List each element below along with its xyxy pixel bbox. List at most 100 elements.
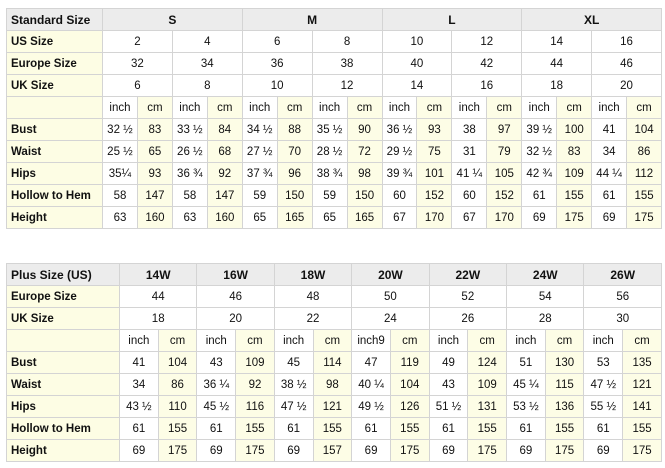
measure-cell: 38 ½: [273, 373, 314, 396]
unit-cell: cm: [626, 96, 662, 119]
row-label: Waist: [6, 140, 103, 163]
measure-cell: 38: [451, 118, 488, 141]
measure-cell: 104: [389, 373, 430, 396]
unit-cell: cm: [486, 96, 523, 119]
measure-cell: 27 ½: [241, 140, 278, 163]
unit-cell: cm: [416, 96, 453, 119]
measure-cell: 92: [206, 162, 243, 185]
measure-cell: 93: [136, 162, 173, 185]
measure-cell: 51: [506, 351, 546, 374]
unit-cell: inch: [451, 96, 488, 119]
size-cell: 32: [102, 52, 173, 75]
size-cell: 30: [583, 307, 662, 330]
measure-cell: 110: [157, 395, 198, 418]
size-cell: 22: [273, 307, 353, 330]
measure-cell: 69: [428, 439, 469, 462]
measure-cell: 150: [346, 184, 383, 207]
size-cell: 18: [118, 307, 198, 330]
measure-cell: 63: [102, 206, 138, 229]
measure-cell: 31: [451, 140, 488, 163]
measure-cell: 45 ¼: [506, 373, 546, 396]
unit-cell: inch: [241, 96, 278, 119]
measure-cell: 86: [626, 140, 662, 163]
measure-cell: 61: [583, 417, 624, 440]
row-label: US Size: [6, 30, 103, 53]
size-cell: 12: [311, 74, 383, 97]
measure-cell: 58: [102, 184, 138, 207]
measure-cell: 126: [389, 395, 430, 418]
measure-cell: 61: [273, 417, 314, 440]
measure-cell: 61: [506, 417, 546, 440]
size-row: UK Size 6 8 10 12 14 16 18 20: [6, 74, 662, 97]
row-label: Height: [6, 206, 103, 229]
measure-cell: 36 ¼: [196, 373, 237, 396]
measure-cell: 25 ½: [102, 140, 138, 163]
measure-cell: 43: [428, 373, 469, 396]
unit-cell: cm: [136, 96, 173, 119]
measure-cell: 83: [556, 140, 593, 163]
measure-cell: 34 ½: [241, 118, 278, 141]
unit-cell: inch: [273, 329, 314, 352]
measure-cell: 105: [486, 162, 523, 185]
unit-cell: inch: [428, 329, 469, 352]
measure-cell: 79: [486, 140, 523, 163]
unit-cell: inch: [521, 96, 558, 119]
measure-cell: 119: [389, 351, 430, 374]
measure-cell: 44 ¼: [591, 162, 628, 185]
measure-cell: 160: [206, 206, 243, 229]
measure-cell: 124: [467, 351, 508, 374]
measure-cell: 59: [311, 184, 348, 207]
measure-cell: 36 ¾: [171, 162, 208, 185]
size-header: 24W: [506, 263, 585, 286]
size-header: 14W: [118, 263, 198, 286]
measure-cell: 135: [622, 351, 662, 374]
row-label: Europe Size: [6, 52, 103, 75]
size-cell: 6: [102, 74, 173, 97]
size-header: M: [241, 8, 383, 31]
measure-cell: 65: [136, 140, 173, 163]
row-label: UK Size: [6, 307, 120, 330]
size-header: XL: [521, 8, 662, 31]
size-cell: 8: [311, 30, 383, 53]
size-cell: 6: [241, 30, 313, 53]
size-header: 20W: [351, 263, 430, 286]
size-cell: 20: [591, 74, 662, 97]
measure-cell: 175: [235, 439, 275, 462]
measure-cell: 170: [416, 206, 453, 229]
size-row: Europe Size 32 34 36 38 40 42 44 46: [6, 52, 662, 75]
size-cell: 26: [428, 307, 508, 330]
row-label: Height: [6, 439, 120, 462]
row-label: Hips: [6, 162, 103, 185]
size-cell: 44: [118, 285, 198, 308]
measure-cell: 60: [451, 184, 488, 207]
measure-cell: 32 ½: [521, 140, 558, 163]
measure-cell: 53 ½: [506, 395, 546, 418]
measure-row: Height 63 160 63 160 65 165 65 165 67 170 67 170 69 17…: [6, 206, 662, 229]
measure-cell: 175: [622, 439, 662, 462]
measure-cell: 36 ½: [381, 118, 418, 141]
size-cell: 56: [583, 285, 662, 308]
measure-cell: 69: [591, 206, 628, 229]
measure-cell: 155: [312, 417, 353, 440]
measure-cell: 84: [206, 118, 243, 141]
measure-cell: 55 ½: [583, 395, 624, 418]
measure-cell: 152: [486, 184, 523, 207]
row-label: Hips: [6, 395, 120, 418]
row-label: [6, 96, 103, 119]
measure-cell: 43 ½: [119, 395, 159, 418]
measure-cell: 47 ½: [273, 395, 314, 418]
unit-cell: inch: [311, 96, 348, 119]
measure-cell: 98: [312, 373, 353, 396]
measure-cell: 33 ½: [171, 118, 208, 141]
measure-cell: 147: [136, 184, 173, 207]
header-row: Standard Size S M L XL: [6, 8, 662, 31]
measure-cell: 40 ¼: [351, 373, 391, 396]
row-label: Bust: [6, 351, 120, 374]
size-cell: 24: [351, 307, 430, 330]
unit-cell: inch: [102, 96, 138, 119]
measure-cell: 68: [206, 140, 243, 163]
unit-cell: inch: [171, 96, 208, 119]
measure-cell: 160: [136, 206, 173, 229]
measure-cell: 69: [273, 439, 314, 462]
measure-cell: 104: [626, 118, 662, 141]
